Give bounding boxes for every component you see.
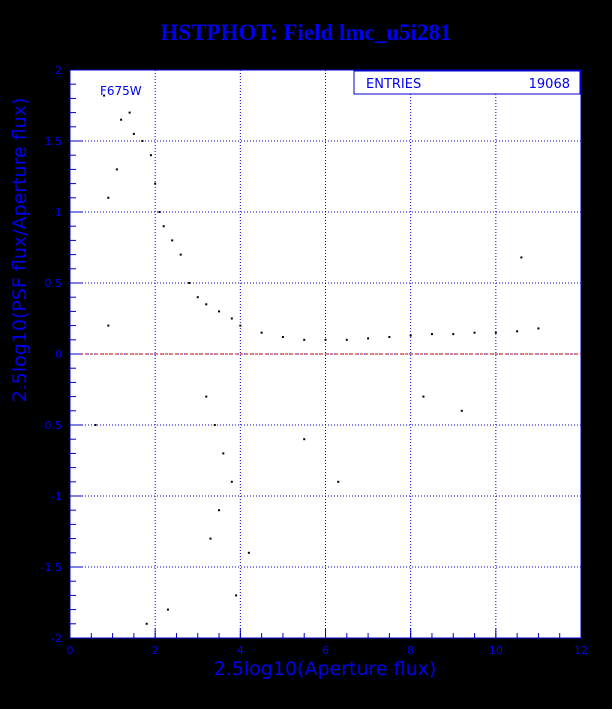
data-point	[213, 424, 216, 426]
data-point	[107, 196, 110, 199]
data-point	[218, 509, 221, 512]
data-point	[166, 608, 169, 611]
data-point	[430, 333, 433, 336]
data-point	[324, 338, 327, 341]
data-point	[422, 395, 425, 398]
data-point	[520, 256, 523, 259]
data-point	[537, 327, 540, 330]
data-point	[247, 551, 250, 554]
data-point	[107, 324, 110, 327]
data-point	[132, 132, 135, 135]
data-point	[209, 537, 212, 540]
filter-label: F675W	[100, 84, 142, 98]
data-point	[409, 334, 412, 337]
data-point	[196, 296, 199, 299]
x-tick-label: 6	[322, 644, 329, 657]
plot-title: HSTPHOT: Field lmc_u5i281	[160, 20, 452, 45]
y-tick-label: 0	[55, 348, 62, 361]
axis-ticks: 0 2 4 6 8 10 12 2 1.5 1 0.5 0 -0.5 -1 -1.5 -2	[41, 64, 588, 657]
data-point	[260, 331, 263, 334]
data-point	[281, 335, 284, 338]
data-point	[473, 331, 476, 334]
data-point	[171, 239, 174, 242]
data-point	[120, 118, 123, 121]
y-tick-label: 1	[55, 206, 62, 219]
y-tick-label: -2	[51, 632, 62, 645]
y-tick-label: -1.5	[41, 561, 62, 574]
data-point	[235, 594, 238, 597]
data-point	[367, 337, 370, 340]
data-point	[205, 303, 208, 306]
stats-box: ENTRIES 19068	[353, 70, 581, 95]
y-tick-label: 0.5	[45, 277, 63, 290]
data-point	[230, 480, 233, 483]
data-point	[222, 452, 225, 455]
y-tick-label: -1	[51, 490, 62, 503]
data-point	[388, 335, 391, 338]
data-point	[218, 310, 221, 313]
data-point	[94, 424, 97, 426]
x-tick-label: 2	[152, 644, 159, 657]
data-point	[179, 253, 182, 256]
y-tick-label: 1.5	[45, 135, 63, 148]
data-point	[460, 409, 463, 412]
data-point	[158, 211, 161, 213]
x-axis-label: 2.5log10(Aperture flux)	[214, 658, 437, 680]
data-points	[94, 94, 540, 625]
data-point	[149, 154, 152, 157]
data-point	[103, 94, 106, 97]
x-tick-label: 0	[67, 644, 74, 657]
data-point	[154, 182, 157, 185]
x-tick-label: 10	[489, 644, 503, 657]
stats-entries-label: ENTRIES	[366, 77, 421, 92]
data-point	[205, 395, 208, 398]
data-point	[452, 333, 455, 336]
data-point	[162, 225, 165, 228]
x-tick-label: 8	[407, 644, 414, 657]
data-point	[337, 480, 340, 483]
data-point	[145, 622, 148, 625]
data-point	[230, 317, 233, 320]
x-tick-label: 12	[574, 644, 588, 657]
data-point	[239, 324, 242, 327]
data-point	[303, 338, 306, 341]
data-point	[141, 140, 144, 142]
data-point	[303, 438, 306, 441]
data-point	[115, 168, 118, 171]
data-point	[188, 282, 191, 284]
data-point	[494, 331, 497, 334]
y-tick-label: -0.5	[41, 419, 62, 432]
data-point	[516, 330, 519, 333]
stats-entries-value: 19068	[529, 77, 570, 92]
x-tick-label: 4	[237, 644, 244, 657]
data-point	[345, 338, 348, 341]
y-tick-label: 2	[55, 64, 62, 77]
y-axis-label: 2.5log10(PSF flux/Aperture flux)	[9, 98, 31, 403]
data-point	[128, 111, 131, 114]
